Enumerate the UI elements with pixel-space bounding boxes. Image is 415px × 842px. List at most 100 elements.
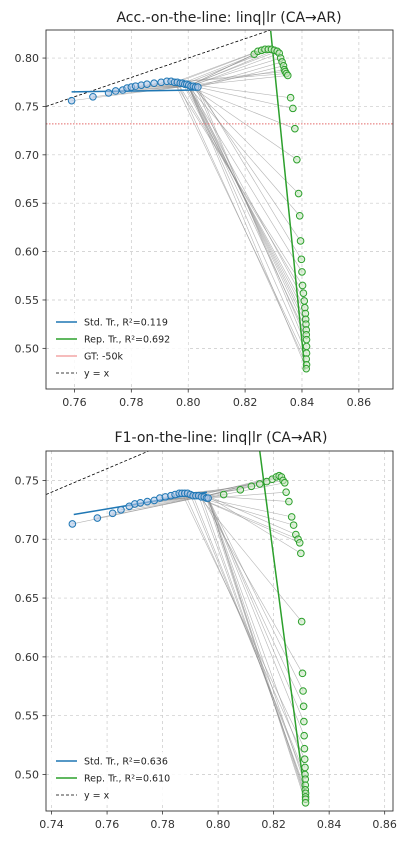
- connector-line: [207, 497, 306, 803]
- connector-line: [206, 495, 301, 554]
- y-tick-label: 0.60: [15, 651, 40, 664]
- rep-point: [300, 744, 309, 753]
- connector-line: [187, 85, 303, 273]
- rep-point: [297, 255, 306, 264]
- rep-point: [299, 702, 308, 711]
- connector-line: [187, 85, 307, 335]
- std-point: [93, 514, 102, 522]
- plot-frame: [45, 29, 394, 390]
- legend-box: [51, 313, 188, 383]
- std-point: [143, 497, 152, 506]
- y-tick-label: 0.75: [15, 100, 40, 113]
- std-points: [67, 77, 202, 105]
- connector-line: [206, 482, 285, 499]
- plot-area: [46, 30, 393, 373]
- connector-line: [187, 86, 307, 354]
- connector-line: [190, 85, 299, 194]
- connector-line: [188, 75, 288, 87]
- rep-point: [247, 482, 256, 491]
- std-fit-line: [71, 89, 197, 93]
- rep-point: [219, 490, 228, 499]
- tick-labels: 0.74 0.76 0.78 0.80 0.82 0.84 0.86 0.50 0.55 0.60…: [15, 474, 397, 831]
- x-tick-label: 0.82: [233, 396, 258, 409]
- rep-point: [282, 488, 290, 496]
- std-point: [136, 498, 145, 507]
- plot-frame: [45, 450, 394, 812]
- rep-point: [293, 155, 301, 164]
- rep-point: [280, 478, 289, 487]
- x-tick-label: 0.78: [150, 818, 175, 831]
- legend-label: GT: -50k: [84, 352, 124, 363]
- std-point: [104, 89, 113, 97]
- std-point: [143, 80, 151, 88]
- rep-points: [250, 45, 311, 373]
- identity-line: [46, 451, 149, 495]
- connector-line: [184, 83, 293, 109]
- chart-panel-accuracy: Acc.-on-the-line: linq|lr (CA→AR) 0.76 0.…: [15, 10, 394, 409]
- y-tick-label: 0.55: [15, 710, 40, 723]
- tick-labels: 0.76 0.78 0.80 0.82 0.84 0.86 0.50 0.55 0.60 0.65…: [15, 52, 372, 409]
- plot-area: [46, 451, 310, 807]
- x-tick-label: 0.78: [119, 396, 144, 409]
- rep-point: [294, 189, 303, 198]
- rep-point: [291, 124, 299, 133]
- connector-line: [192, 495, 306, 780]
- connector-line: [206, 495, 296, 535]
- x-tick-label: 0.84: [290, 396, 315, 409]
- chart-title: F1-on-the-line: linq|lr (CA→AR): [115, 430, 328, 446]
- legend-label: Std. Tr., R²=0.119: [84, 318, 168, 329]
- y-tick-label: 0.55: [15, 294, 40, 307]
- rep-point: [286, 93, 295, 102]
- gridlines: [46, 30, 393, 389]
- y-tick-label: 0.70: [15, 149, 40, 162]
- rep-points: [219, 471, 310, 807]
- rep-point: [302, 364, 311, 373]
- rep-fit-line: [259, 451, 305, 790]
- rep-point: [300, 755, 309, 764]
- std-point: [108, 509, 117, 518]
- legend-label: y = x: [84, 791, 110, 802]
- x-tick-label: 0.80: [176, 396, 201, 409]
- rep-point: [289, 521, 298, 529]
- rep-point: [298, 669, 307, 678]
- connector-line: [188, 57, 281, 87]
- y-tick-label: 0.50: [15, 769, 40, 782]
- connector-line: [206, 495, 305, 736]
- rep-point: [289, 104, 297, 113]
- x-tick-label: 0.86: [372, 818, 397, 831]
- std-points: [68, 489, 212, 528]
- connector-line: [195, 61, 283, 88]
- connector-line: [206, 495, 306, 786]
- x-tick-label: 0.86: [347, 396, 372, 409]
- legend-label: Rep. Tr., R²=0.692: [84, 335, 170, 346]
- rep-point: [298, 281, 307, 290]
- y-tick-label: 0.65: [15, 592, 40, 605]
- identity-line: [46, 30, 271, 107]
- plot-background: [46, 451, 393, 811]
- connector-line: [197, 86, 302, 260]
- x-tick-label: 0.82: [261, 818, 286, 831]
- rep-point: [299, 289, 308, 298]
- rep-point: [301, 763, 309, 772]
- x-tick-label: 0.84: [317, 818, 342, 831]
- std-point: [204, 494, 212, 502]
- rep-point: [236, 486, 245, 494]
- rep-point: [287, 513, 296, 521]
- chart-title: Acc.-on-the-line: linq|lr (CA→AR): [116, 10, 341, 26]
- std-point: [89, 92, 97, 101]
- std-point: [68, 520, 77, 528]
- connector-line: [206, 497, 304, 707]
- rep-point: [302, 342, 311, 351]
- rep-point: [255, 480, 264, 488]
- connector-line: [207, 497, 305, 722]
- std-point: [194, 83, 202, 91]
- y-tick-label: 0.50: [15, 342, 40, 355]
- connector-line: [188, 69, 285, 87]
- connector-line: [187, 85, 306, 320]
- rep-point: [301, 798, 310, 807]
- connector-line: [187, 85, 305, 302]
- std-point: [117, 506, 125, 514]
- legend: Std. Tr., R²=0.119 Rep. Tr., R²=0.692 GT: …: [51, 313, 188, 383]
- connector-line: [177, 73, 287, 83]
